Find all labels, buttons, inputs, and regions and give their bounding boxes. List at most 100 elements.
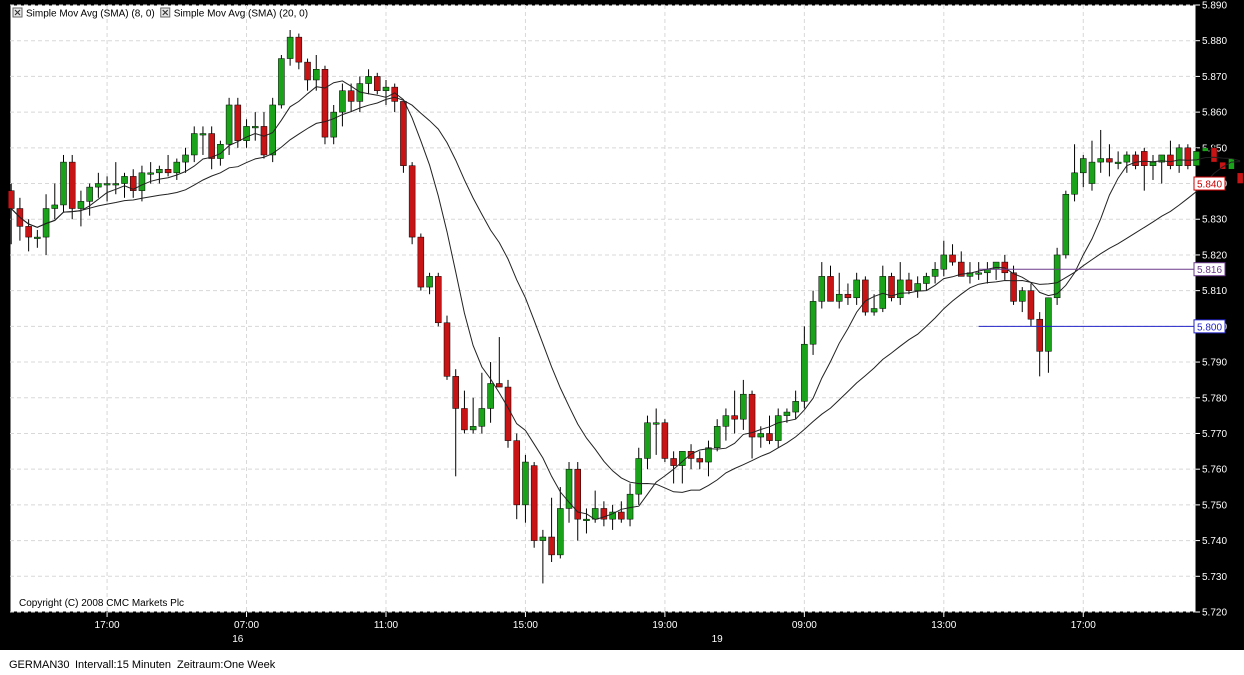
candle-up xyxy=(51,204,59,209)
candle-up xyxy=(1228,158,1235,170)
candle-up xyxy=(278,58,285,106)
y-tick-label: 5.770 xyxy=(1202,429,1227,440)
legend-label: Simple Mov Avg (SMA) (8, 0) xyxy=(26,9,155,20)
candle-down xyxy=(1036,318,1043,352)
symbol-label: GERMAN30 xyxy=(9,659,70,671)
y-tick-label: 5.720 xyxy=(1202,608,1227,619)
price-marker-box xyxy=(1193,319,1226,334)
candle-up xyxy=(286,36,294,59)
candle-down xyxy=(417,236,425,288)
copyright-text: Copyright (C) 2008 CMC Markets Plc xyxy=(19,598,184,609)
candle-up xyxy=(173,161,181,174)
plot-area xyxy=(9,4,1197,613)
legend-x-mark xyxy=(14,9,21,16)
candle-down xyxy=(347,90,355,102)
candle-up xyxy=(870,308,878,313)
candle-down xyxy=(452,376,459,409)
candle-up xyxy=(95,183,102,188)
candle-up xyxy=(199,133,207,136)
y-tick-label: 5.810 xyxy=(1202,286,1227,297)
y-tick-label: 5.880 xyxy=(1202,36,1227,47)
date-label: 16 xyxy=(232,634,244,645)
candle-down xyxy=(905,279,913,291)
candle-up xyxy=(1175,147,1183,166)
candle-up xyxy=(722,415,730,427)
candle-up xyxy=(1053,254,1061,299)
candle-up xyxy=(740,393,747,420)
candle-down xyxy=(164,168,172,174)
candle-up xyxy=(339,90,346,113)
candle-up xyxy=(774,415,782,441)
candle-down xyxy=(574,468,581,520)
candle-up xyxy=(1149,161,1157,166)
candle-up xyxy=(896,279,904,299)
candle-up xyxy=(147,172,154,175)
candle-up xyxy=(1062,193,1070,256)
candle-up xyxy=(112,183,120,186)
candle-down xyxy=(844,293,852,299)
candle-up xyxy=(713,426,721,449)
candlestick-chart: 5.720 5.730 5.740 5.750 5.760 5.770 5.780 5.790… xyxy=(7,1,1244,645)
candle-up xyxy=(103,183,111,186)
candle-down xyxy=(400,101,407,166)
candle-down xyxy=(1141,151,1148,166)
candle-up xyxy=(269,104,276,156)
candle-up xyxy=(313,69,320,81)
x-tick-label: 17:00 xyxy=(1071,620,1096,631)
candle-down xyxy=(1167,154,1174,166)
chart-frame: 5.720 5.730 5.740 5.750 5.760 5.770 5.780 5.790… xyxy=(0,0,1244,650)
candle-up xyxy=(626,493,634,520)
candle-up xyxy=(705,447,712,463)
candle-up xyxy=(1123,154,1131,163)
candle-down xyxy=(7,190,15,209)
candle-up xyxy=(975,272,982,275)
candle-up xyxy=(1193,151,1200,166)
candle-down xyxy=(504,386,512,441)
candle-up xyxy=(469,426,477,431)
y-tick-label: 5.890 xyxy=(1202,1,1227,12)
candle-down xyxy=(513,440,520,506)
candle-up xyxy=(792,401,799,413)
candle-up xyxy=(1097,158,1104,163)
candle-down xyxy=(1027,290,1035,320)
price-marker-box xyxy=(1193,262,1226,277)
candle-up xyxy=(591,508,599,520)
candle-up xyxy=(609,511,616,520)
candle-up xyxy=(783,411,791,416)
candle-up xyxy=(644,422,651,459)
y-tick-label: 5.830 xyxy=(1202,215,1227,226)
candle-up xyxy=(1088,161,1096,184)
candle-down xyxy=(129,176,137,191)
candle-up xyxy=(243,126,250,141)
price-marker-label: 5.816 xyxy=(1197,265,1222,276)
candle-down xyxy=(260,126,268,156)
x-tick-label: 15:00 xyxy=(513,620,538,631)
x-tick-label: 17:00 xyxy=(95,620,120,631)
candle-down xyxy=(670,458,677,466)
candle-down xyxy=(461,408,468,431)
candle-down xyxy=(208,133,215,159)
candle-down xyxy=(748,393,756,438)
candle-up xyxy=(931,268,939,277)
y-tick-label: 5.790 xyxy=(1202,358,1227,369)
candle-down xyxy=(25,226,32,238)
candle-down xyxy=(443,322,451,377)
candle-up xyxy=(1202,147,1209,152)
candle-down xyxy=(1210,147,1218,163)
candle-up xyxy=(77,201,85,209)
sma-8-line xyxy=(10,80,1241,521)
candle-up xyxy=(757,433,765,438)
price-marker-label: 5.800 xyxy=(1197,322,1222,333)
candle-up xyxy=(583,518,590,521)
interval-label: Intervall:15 Minuten xyxy=(75,659,171,671)
candle-up xyxy=(225,104,233,145)
candle-up xyxy=(121,176,128,184)
candle-up xyxy=(426,276,433,288)
x-tick-label: 11:00 xyxy=(374,620,399,631)
candle-up xyxy=(34,236,41,239)
candle-up xyxy=(1045,297,1052,352)
candle-down xyxy=(548,536,555,556)
candle-up xyxy=(478,408,486,427)
candle-up xyxy=(940,254,948,270)
candle-down xyxy=(1010,272,1017,302)
